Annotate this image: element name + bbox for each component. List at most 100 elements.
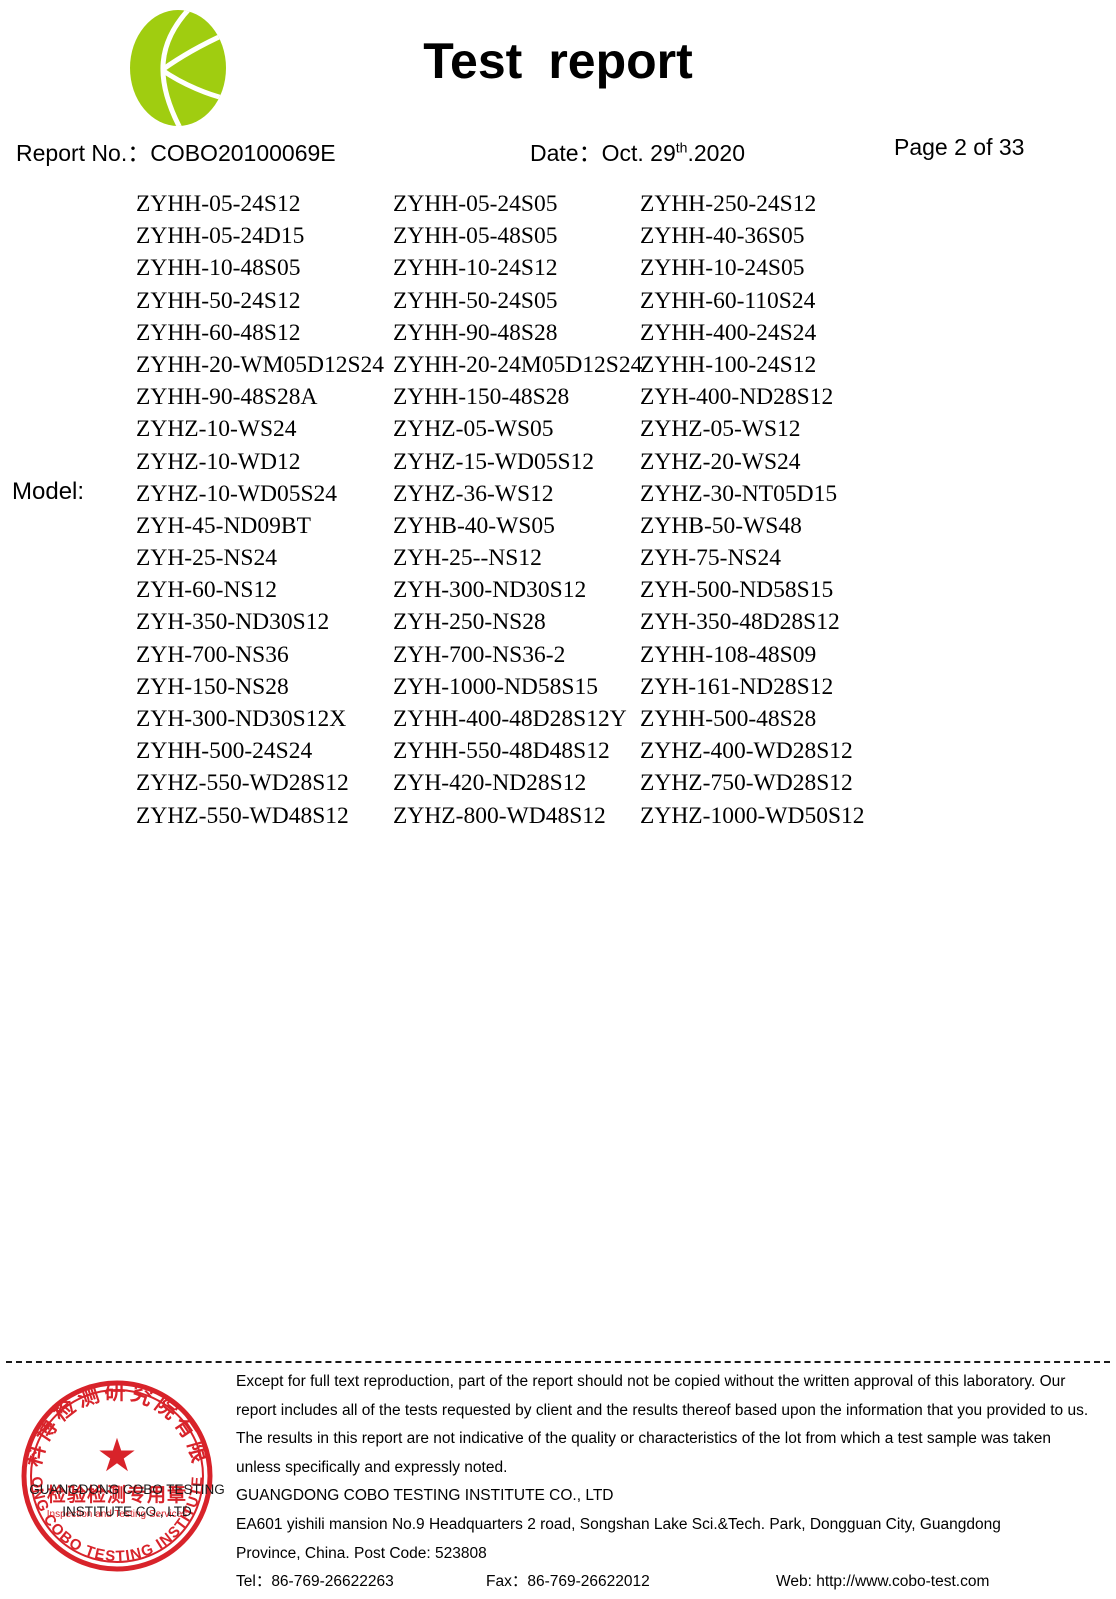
model-row: ZYHH-20-WM05D12S24 ZYHH-20-24M05D12S24 ZYH…: [128, 349, 1008, 381]
page-header: Test report: [0, 0, 1116, 128]
page-title-part-2: report: [548, 33, 693, 89]
model-cell: ZYHH-10-24S12: [393, 255, 558, 282]
model-cell: ZYH-300-ND30S12: [393, 577, 587, 604]
model-row: ZYHH-50-24S12 ZYHH-50-24S05 ZYHH-60-110S24: [128, 285, 1008, 317]
model-cell: ZYH-45-ND09BT: [136, 512, 311, 539]
model-cell: ZYHZ-05-WS12: [640, 416, 801, 443]
model-cell: ZYHH-05-48S05: [393, 223, 558, 250]
model-row: ZYHZ-550-WD48S12 ZYHZ-800-WD48S12 ZYHZ-100…: [128, 800, 1008, 832]
model-cell: ZYHH-20-24M05D12S24: [393, 351, 643, 378]
report-number-label: Report No.：: [16, 140, 151, 166]
company-seal-stamp: 广东科博检测研究院有限公司 GUANGDONG COBO TESTING INS…: [16, 1375, 225, 1577]
model-cell: ZYH-25--NS12: [393, 545, 542, 572]
footer-address-line-2: Province, China. Post Code: 523808: [236, 1544, 487, 1562]
model-cell: ZYH-25-NS24: [136, 545, 277, 572]
model-row: ZYH-300-ND30S12X ZYHH-400-48D28S12Y ZYHH-5…: [128, 703, 1008, 735]
model-cell: ZYH-350-ND30S12: [136, 609, 330, 636]
model-cell: ZYHZ-10-WD12: [136, 448, 301, 475]
model-row: ZYH-150-NS28 ZYH-1000-ND58S15 ZYH-161-ND28…: [128, 671, 1008, 703]
model-cell: ZYHH-250-24S12: [640, 191, 817, 217]
stamp-latin-line-1: GUANGDONG COBO TESTING: [29, 1482, 225, 1497]
report-date: Date：Oct. 29th.2020: [530, 134, 745, 168]
footer-divider: [6, 1361, 1110, 1363]
page-title-part-1: Test: [423, 33, 523, 89]
model-cell: ZYHZ-400-WD28S12: [640, 738, 853, 765]
model-cell: ZYHH-50-24S05: [393, 287, 558, 314]
page-footer: Except for full text reproduction, part …: [236, 1368, 1098, 1597]
model-row: ZYH-60-NS12 ZYH-300-ND30S12 ZYH-500-ND58S1…: [128, 574, 1008, 606]
svg-text:★: ★: [96, 1428, 137, 1482]
model-row: ZYHZ-10-WD05S24 ZYHZ-36-WS12 ZYHZ-30-NT05D…: [128, 478, 1008, 510]
footer-telephone: Tel：86-769-26622263: [236, 1573, 394, 1591]
model-cell: ZYH-60-NS12: [136, 577, 277, 604]
model-cell: ZYHH-550-48D48S12: [393, 738, 610, 765]
svg-text:Inspection and Testing Service: Inspection and Testing Services: [47, 1509, 187, 1520]
report-date-label: Date：: [530, 140, 602, 166]
disclaimer-line-4: unless specifically and expressly noted.: [236, 1458, 508, 1476]
svg-text:检验检测专用章: 检验检测专用章: [47, 1483, 187, 1506]
model-cell: ZYH-161-ND28S12: [640, 673, 834, 700]
model-cell: ZYHZ-750-WD28S12: [640, 770, 853, 797]
model-label: Model:: [12, 478, 85, 505]
model-cell: ZYHZ-550-WD28S12: [136, 770, 349, 797]
model-cell: ZYHZ-10-WD05S24: [136, 480, 338, 507]
model-cell: ZYHH-90-48S28: [393, 319, 558, 346]
model-cell: ZYH-250-NS28: [393, 609, 546, 636]
model-cell: ZYH-150-NS28: [136, 673, 289, 700]
model-row: ZYH-45-ND09BT ZYHB-40-WS05 ZYHB-50-WS48: [128, 510, 1008, 542]
model-cell: ZYHH-60-48S12: [136, 319, 301, 346]
footer-website[interactable]: Web: http://www.cobo-test.com: [776, 1573, 990, 1591]
report-number-value: COBO20100069E: [150, 140, 336, 166]
page-title: Test report: [0, 32, 1116, 90]
report-date-value: Oct. 29: [601, 140, 676, 166]
model-cell: ZYHZ-10-WS24: [136, 416, 297, 443]
model-list-grid: ZYHH-05-24S12 ZYHH-05-24S05 ZYHH-250-24S12…: [128, 188, 1008, 832]
model-cell: ZYH-350-48D28S12: [640, 609, 840, 636]
model-row: ZYHH-05-24D15 ZYHH-05-48S05 ZYHH-40-36S05: [128, 220, 1008, 252]
report-meta-row: Report No.：COBO20100069E Date：Oct. 29th.…: [0, 134, 1116, 174]
model-cell: ZYHZ-20-WS24: [640, 448, 801, 475]
model-cell: ZYHZ-30-NT05D15: [640, 480, 838, 507]
cobo-leaf-logo-icon: [118, 8, 238, 128]
model-row: ZYH-350-ND30S12 ZYH-250-NS28 ZYH-350-48D28…: [128, 606, 1008, 638]
model-cell: ZYH-75-NS24: [640, 545, 781, 572]
model-cell: ZYHH-50-24S12: [136, 287, 301, 314]
footer-fax: Fax：86-769-26622012: [486, 1573, 650, 1591]
model-cell: ZYHH-05-24S05: [393, 191, 558, 217]
report-number: Report No.：COBO20100069E: [16, 134, 336, 168]
model-cell: ZYH-500-ND58S15: [640, 577, 834, 604]
stamp-latin-line-2: INSTITUTE CO., LTD: [62, 1504, 192, 1519]
model-cell: ZYHH-10-48S05: [136, 255, 301, 282]
model-cell: ZYHH-40-36S05: [640, 223, 805, 250]
model-cell: ZYH-700-NS36: [136, 641, 289, 668]
model-cell: ZYHH-400-24S24: [640, 319, 817, 346]
model-cell: ZYHH-60-110S24: [640, 287, 816, 314]
model-row: ZYHZ-10-WD12 ZYHZ-15-WD05S12 ZYHZ-20-WS24: [128, 446, 1008, 478]
model-cell: ZYHB-40-WS05: [393, 512, 555, 539]
model-cell: ZYHZ-15-WD05S12: [393, 448, 595, 475]
footer-company-name: GUANGDONG COBO TESTING INSTITUTE CO., LT…: [236, 1487, 614, 1505]
model-cell: ZYHH-400-48D28S12Y: [393, 706, 627, 732]
disclaimer-line-2: report includes all of the tests request…: [236, 1401, 1089, 1419]
model-cell: ZYHH-500-48S28: [640, 706, 817, 732]
model-cell: ZYHH-20-WM05D12S24: [136, 351, 385, 378]
model-cell: ZYHH-90-48S28A: [136, 384, 318, 411]
model-cell: ZYHH-500-24S24: [136, 738, 313, 765]
model-cell: ZYHZ-1000-WD50S12: [640, 802, 865, 829]
model-cell: ZYHZ-800-WD48S12: [393, 802, 606, 829]
disclaimer-line-1: Except for full text reproduction, part …: [236, 1373, 1066, 1390]
footer-address-line-1: EA601 yishili mansion No.9 Headquarters …: [236, 1515, 1001, 1533]
model-cell: ZYH-400-ND28S12: [640, 384, 834, 411]
model-cell: ZYHH-05-24S12: [136, 191, 301, 217]
model-cell: ZYH-700-NS36-2: [393, 641, 566, 668]
model-row: ZYHH-500-24S24 ZYHH-550-48D48S12 ZYHZ-400-…: [128, 735, 1008, 767]
model-cell: ZYH-1000-ND58S15: [393, 673, 598, 700]
model-cell: ZYHH-10-24S05: [640, 255, 805, 282]
model-row: ZYHH-60-48S12 ZYHH-90-48S28 ZYHH-400-24S24: [128, 317, 1008, 349]
model-row: ZYHH-90-48S28A ZYHH-150-48S28 ZYH-400-ND28…: [128, 381, 1008, 413]
model-row: ZYHZ-550-WD28S12 ZYH-420-ND28S12 ZYHZ-750-…: [128, 767, 1008, 799]
model-cell: ZYHH-05-24D15: [136, 223, 305, 250]
disclaimer-line-3: The results in this report are not indic…: [236, 1430, 1051, 1448]
report-date-ordinal-suffix: th: [675, 139, 688, 156]
model-cell: ZYHZ-550-WD48S12: [136, 802, 349, 829]
